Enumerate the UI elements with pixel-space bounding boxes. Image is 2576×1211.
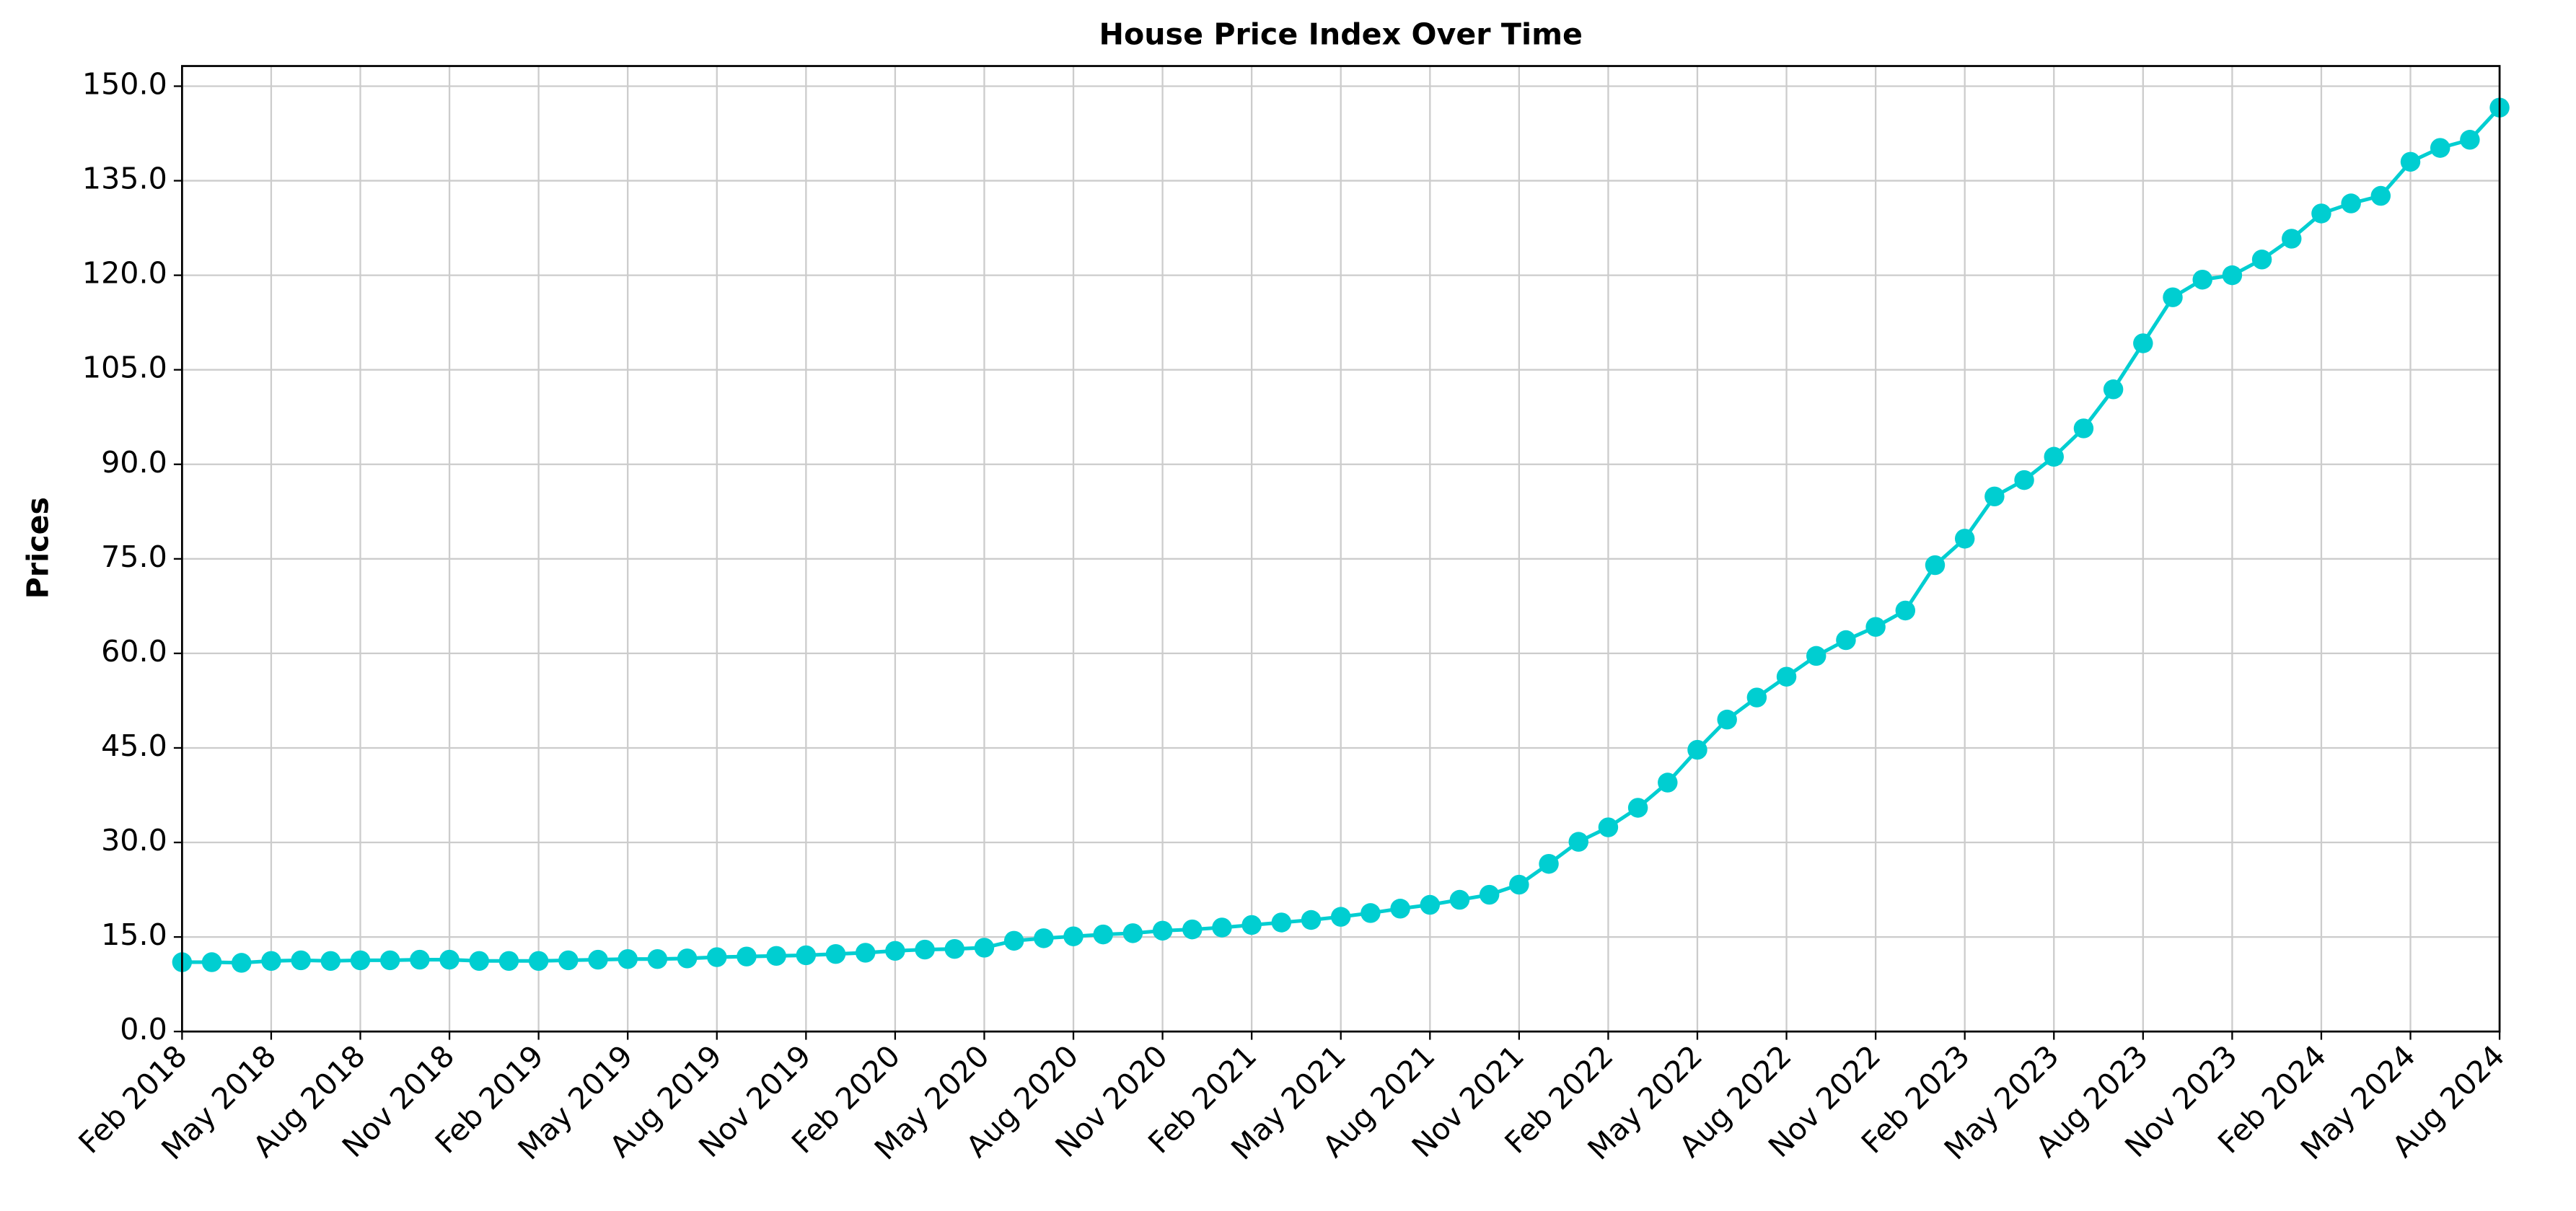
point [1479, 884, 1500, 905]
point [291, 950, 311, 971]
point [2222, 265, 2243, 286]
point [1954, 529, 1975, 549]
y-tick-label: 90.0 [101, 445, 167, 480]
point [1895, 600, 1916, 621]
point [1034, 928, 1054, 948]
chart-title: House Price Index Over Time [1099, 17, 1583, 51]
y-tick-label: 45.0 [101, 728, 167, 763]
y-axis-label: Prices [21, 497, 56, 599]
point [1212, 917, 1232, 938]
point [498, 951, 519, 972]
point [261, 951, 281, 972]
point [974, 938, 995, 958]
point [647, 948, 668, 969]
point [201, 952, 222, 972]
point [1301, 910, 1322, 930]
point [469, 951, 489, 972]
point [1984, 486, 2005, 507]
point [2133, 333, 2153, 353]
point [2251, 250, 2272, 270]
point [1836, 630, 1856, 651]
point [2311, 203, 2331, 224]
point [1330, 907, 1351, 927]
point [2073, 418, 2094, 439]
point [885, 941, 905, 961]
point [1627, 798, 1648, 818]
point [1717, 709, 1737, 730]
point [915, 939, 935, 960]
point [1539, 854, 1559, 874]
point [1806, 646, 1827, 666]
point [825, 943, 846, 964]
point [1865, 617, 1886, 637]
point [528, 951, 549, 972]
point [558, 950, 579, 971]
point [737, 946, 757, 966]
point [1182, 919, 1203, 940]
y-tick-label: 150.0 [82, 66, 167, 101]
point [1093, 924, 1113, 945]
grid [181, 66, 2501, 1033]
y-tick-label: 15.0 [101, 917, 167, 952]
point [2044, 446, 2064, 467]
point [588, 949, 608, 970]
point [1420, 894, 1441, 915]
point [2103, 379, 2124, 400]
point [320, 951, 341, 972]
point [1003, 930, 1024, 951]
point [2460, 130, 2480, 150]
point [617, 948, 638, 969]
point [766, 946, 786, 966]
tick-labels: 0.0 15.0 30.0 45.0 60.0 75.0 90.0 105.0 120.0 135… [72, 66, 2512, 1166]
point [1152, 920, 1173, 941]
point [1271, 912, 1292, 933]
y-tick-label: 75.0 [101, 540, 167, 574]
point [1568, 832, 1588, 852]
plot-area [172, 97, 2510, 973]
point [1241, 915, 1262, 935]
point [1122, 923, 1143, 943]
point [1360, 903, 1381, 923]
point [2163, 287, 2183, 307]
y-tick-label: 105.0 [82, 351, 167, 385]
point [350, 950, 371, 971]
point [1390, 899, 1410, 919]
y-tick-label: 120.0 [82, 256, 167, 291]
point [1658, 772, 1678, 793]
point [2400, 151, 2421, 172]
point [1746, 687, 1767, 708]
point [1925, 555, 1946, 576]
point [379, 950, 400, 971]
point [2014, 470, 2034, 490]
point [1509, 874, 1529, 895]
point [410, 949, 430, 970]
point [944, 938, 965, 959]
y-tick-label: 0.0 [120, 1012, 167, 1047]
point [855, 943, 876, 963]
point [1687, 739, 1707, 760]
point [677, 948, 698, 969]
point [2282, 229, 2302, 249]
point [796, 945, 817, 966]
point [2430, 138, 2450, 158]
y-tick-label: 60.0 [101, 634, 167, 669]
y-tick-label: 135.0 [82, 162, 167, 196]
y-tick-label: 30.0 [101, 823, 167, 858]
point [2341, 193, 2361, 213]
point [232, 953, 252, 973]
point [1598, 817, 1619, 837]
point [1063, 926, 1083, 946]
point [2192, 270, 2212, 290]
point [707, 947, 727, 967]
point [1449, 889, 1470, 910]
point [1776, 666, 1797, 687]
point [439, 949, 460, 970]
point [2370, 185, 2391, 206]
